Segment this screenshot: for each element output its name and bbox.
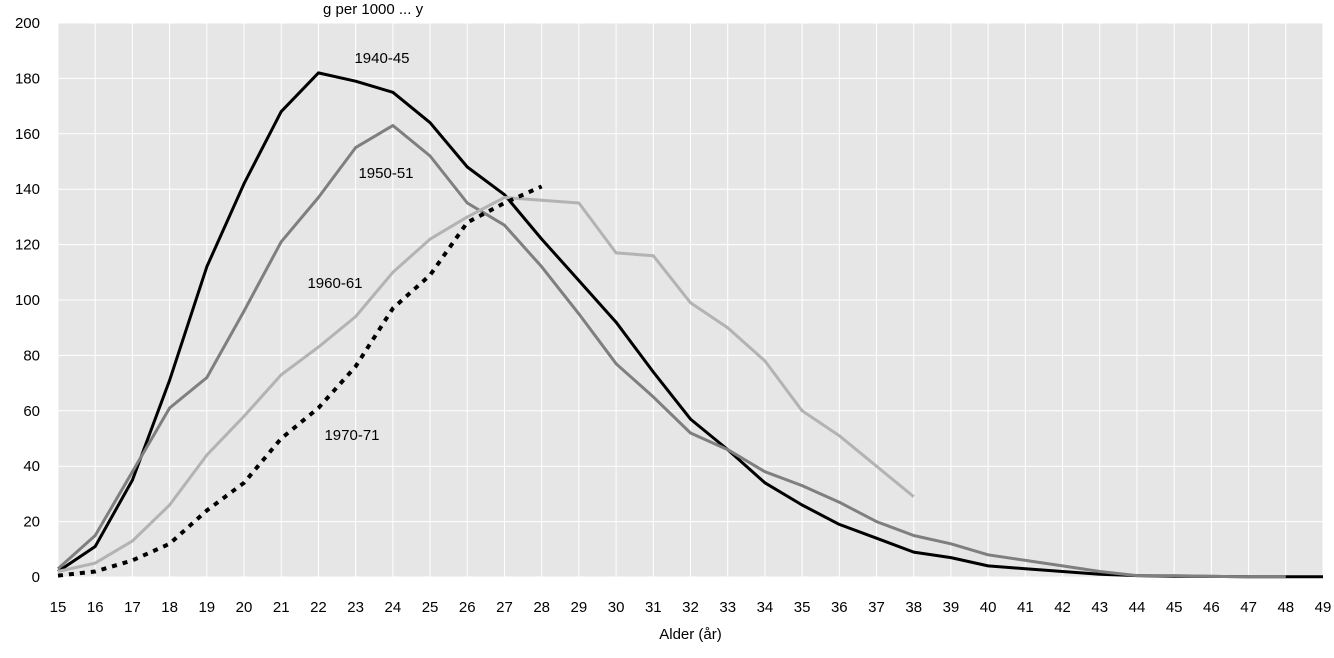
x-tick-label-26: 26 <box>459 599 476 616</box>
x-tick-label-25: 25 <box>422 599 439 616</box>
y-tick-label-100: 100 <box>15 292 40 309</box>
y-tick-label-200: 200 <box>15 15 40 32</box>
series-label-1940-45: 1940-45 <box>354 50 409 67</box>
x-tick-label-42: 42 <box>1054 599 1071 616</box>
series-labels: 1940-45 1950-51 1960-61 1970-71 <box>307 50 413 444</box>
y-tick-label-0: 0 <box>32 569 40 586</box>
x-tick-label-37: 37 <box>868 599 885 616</box>
series-lines <box>57 71 1323 579</box>
series-label-1960-61: 1960-61 <box>307 275 362 292</box>
x-tick-label-43: 43 <box>1091 599 1108 616</box>
y-tick-label-20: 20 <box>23 514 40 531</box>
y-tick-label-120: 120 <box>15 237 40 254</box>
x-tick-label-40: 40 <box>980 599 997 616</box>
y-tick-label-60: 60 <box>23 403 40 420</box>
y-tick-label-180: 180 <box>15 70 40 87</box>
x-tick-label-41: 41 <box>1017 599 1034 616</box>
x-tick-label-35: 35 <box>794 599 811 616</box>
x-tick-label-15: 15 <box>50 599 67 616</box>
y-axis-tick-labels: 0 20 40 60 80 100 120 140 160 180 200 <box>15 15 40 586</box>
x-tick-label-18: 18 <box>161 599 178 616</box>
gridlines <box>57 22 1324 578</box>
x-tick-label-38: 38 <box>905 599 922 616</box>
x-tick-label-27: 27 <box>496 599 513 616</box>
x-tick-label-46: 46 <box>1203 599 1220 616</box>
x-axis-title: Alder (år) <box>659 626 722 643</box>
y-tick-label-160: 160 <box>15 126 40 143</box>
x-tick-label-45: 45 <box>1166 599 1183 616</box>
x-tick-label-29: 29 <box>571 599 588 616</box>
x-tick-label-24: 24 <box>385 599 402 616</box>
x-tick-label-47: 47 <box>1240 599 1257 616</box>
x-tick-label-49: 49 <box>1315 599 1332 616</box>
y-tick-label-140: 140 <box>15 181 40 198</box>
y-tick-label-40: 40 <box>23 458 40 475</box>
x-tick-label-28: 28 <box>533 599 550 616</box>
x-tick-label-36: 36 <box>831 599 848 616</box>
x-tick-label-16: 16 <box>87 599 104 616</box>
x-tick-label-19: 19 <box>198 599 215 616</box>
x-tick-label-44: 44 <box>1129 599 1146 616</box>
x-tick-label-30: 30 <box>608 599 625 616</box>
x-tick-label-17: 17 <box>124 599 141 616</box>
x-tick-label-33: 33 <box>719 599 736 616</box>
y-tick-label-80: 80 <box>23 347 40 364</box>
x-tick-label-21: 21 <box>273 599 290 616</box>
series-label-1970-71: 1970-71 <box>324 427 379 444</box>
series-line-1950-51 <box>57 124 1286 579</box>
x-tick-label-48: 48 <box>1277 599 1294 616</box>
series-line-1960-61 <box>57 196 915 573</box>
x-tick-label-23: 23 <box>347 599 364 616</box>
x-tick-label-22: 22 <box>310 599 327 616</box>
series-line-1940-45 <box>57 71 1323 579</box>
x-tick-label-34: 34 <box>757 599 774 616</box>
x-tick-label-39: 39 <box>943 599 960 616</box>
x-tick-label-32: 32 <box>682 599 699 616</box>
series-label-1950-51: 1950-51 <box>358 165 413 182</box>
chart-top-text: g per 1000 ... y <box>323 1 424 18</box>
x-tick-label-20: 20 <box>236 599 253 616</box>
x-axis-tick-labels: 15 16 17 18 19 20 21 22 23 24 25 26 27 28 29 30 31 32 33 34… <box>50 599 1332 616</box>
x-tick-label-31: 31 <box>645 599 662 616</box>
